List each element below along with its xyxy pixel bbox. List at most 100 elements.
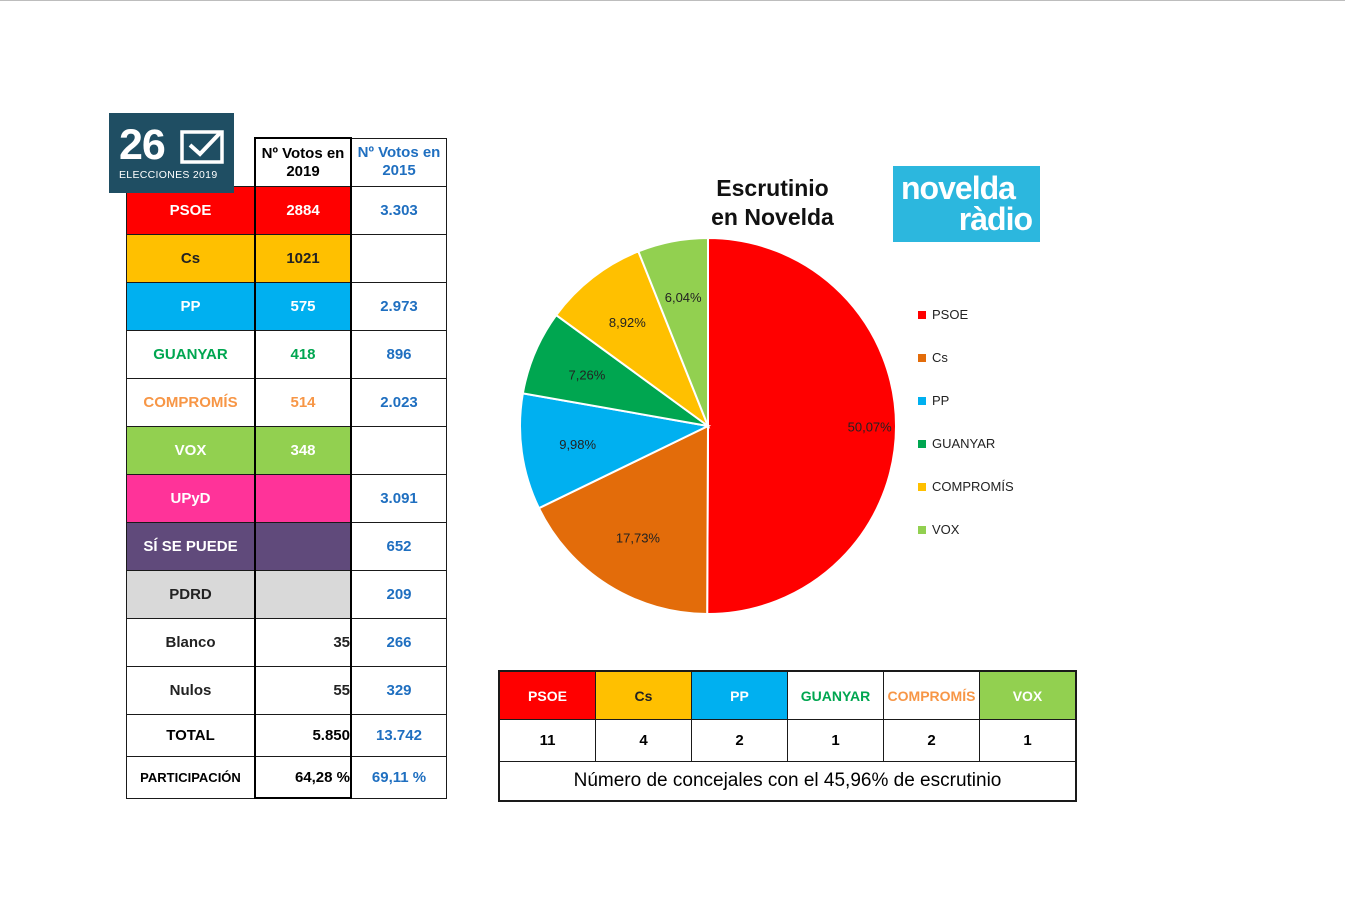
top-border-line: [0, 0, 1345, 1]
legend-swatch: [918, 440, 926, 448]
councillors-party-row: PSOE Cs PP GUANYAR COMPROMÍS VOX: [498, 670, 1077, 720]
legend-label: VOX: [932, 522, 960, 537]
party-name-cell: VOX: [126, 426, 256, 475]
votes-2015-cell: 2.973: [350, 282, 447, 331]
party-name-cell: UPyD: [126, 474, 256, 523]
councillors-party-cell: Cs: [595, 670, 692, 720]
pie-data-label: 17,73%: [616, 530, 661, 545]
total-row: TOTAL 5.850 13.742: [126, 714, 447, 757]
votes-2015-cell: 3.303: [350, 186, 447, 235]
councillors-party-cell: GUANYAR: [787, 670, 884, 720]
pie-data-label: 8,92%: [609, 315, 646, 330]
total-2019: 5.850: [254, 714, 352, 757]
pie-chart: 50,07% 17,73% 9,98% 7,26% 8,92% 6,04%: [519, 236, 898, 616]
participation-row: PARTICIPACIÓN 64,28 % 69,11 %: [126, 756, 447, 799]
legend-label: COMPROMÍS: [932, 479, 1014, 494]
councillors-seats-cell: 1: [787, 719, 884, 762]
results-row: Blanco 35 266: [126, 618, 447, 667]
party-name-cell: PDRD: [126, 570, 256, 619]
pie-data-label: 6,04%: [665, 290, 702, 305]
party-name-cell: PSOE: [126, 186, 256, 235]
chart-title: Escrutinio en Novelda: [690, 174, 855, 232]
results-row: SÍ SE PUEDE 652: [126, 522, 447, 571]
participation-2015: 69,11 %: [350, 756, 447, 799]
party-name-cell: Blanco: [126, 618, 256, 667]
councillors-seats-cell: 4: [595, 719, 692, 762]
participation-2019: 64,28 %: [254, 756, 352, 799]
legend-swatch: [918, 354, 926, 362]
pie-slice-cs: [537, 424, 710, 616]
party-name-cell: SÍ SE PUEDE: [126, 522, 256, 571]
councillors-party-cell: VOX: [979, 670, 1077, 720]
badge-label: ELECCIONES 2019: [119, 169, 218, 181]
results-row: Nulos 55 329: [126, 666, 447, 715]
votes-2019-cell: 2884: [254, 186, 352, 235]
party-name-cell: Cs: [126, 234, 256, 283]
legend-label: Cs: [932, 350, 948, 365]
chart-title-line1: Escrutinio: [716, 175, 829, 201]
pie-slice-vox: [637, 236, 709, 427]
pie-data-label: 50,07%: [848, 419, 893, 434]
councillors-party-cell: PSOE: [498, 670, 596, 720]
legend-label: PP: [932, 393, 950, 408]
votes-2015-cell: 3.091: [350, 474, 447, 523]
results-row: VOX 348: [126, 426, 447, 475]
ballot-check-icon: [180, 130, 224, 164]
header-votes-2019: Nº Votos en 2019: [254, 137, 352, 187]
logo-line2: ràdio: [958, 201, 1033, 237]
councillors-party-cell: COMPROMÍS: [883, 670, 980, 720]
legend-label: PSOE: [932, 307, 969, 322]
councillors-seats-cell: 2: [691, 719, 788, 762]
votes-2015-cell: 896: [350, 330, 447, 379]
pie-data-label: 7,26%: [568, 367, 605, 382]
results-row: PP 575 2.973: [126, 282, 447, 331]
votes-2015-cell: 2.023: [350, 378, 447, 427]
total-2015: 13.742: [350, 714, 447, 757]
badge-number: 26: [119, 121, 166, 169]
results-row: GUANYAR 418 896: [126, 330, 447, 379]
legend-swatch: [918, 526, 926, 534]
votes-2015-cell: 209: [350, 570, 447, 619]
councillors-seats-cell: 11: [498, 719, 596, 762]
results-row: COMPROMÍS 514 2.023: [126, 378, 447, 427]
legend-swatch: [918, 311, 926, 319]
party-name-cell: PP: [126, 282, 256, 331]
results-row: PSOE 2884 3.303: [126, 186, 447, 235]
councillors-seats-cell: 2: [883, 719, 980, 762]
results-header-row: Nº Votos en 2019 Nº Votos en 2015: [127, 137, 447, 187]
votes-2019-cell: 35: [254, 618, 352, 667]
pie-data-label: 9,98%: [559, 437, 596, 452]
councillors-note-row: Número de concejales con el 45,96% de es…: [498, 761, 1077, 802]
results-row: Cs 1021: [126, 234, 447, 283]
votes-2015-cell: [350, 426, 447, 475]
votes-2019-cell: 55: [254, 666, 352, 715]
legend-swatch: [918, 483, 926, 491]
votes-2019-cell: [254, 570, 352, 619]
votes-2019-cell: 418: [254, 330, 352, 379]
votes-2019-cell: [254, 474, 352, 523]
votes-2019-cell: 348: [254, 426, 352, 475]
councillors-party-cell: PP: [691, 670, 788, 720]
legend-label: GUANYAR: [932, 436, 996, 451]
pie-slice-pp: [519, 392, 712, 510]
legend-swatch: [918, 397, 926, 405]
chart-title-line2: en Novelda: [711, 204, 834, 230]
councillors-note: Número de concejales con el 45,96% de es…: [498, 761, 1077, 802]
votes-2015-cell: 329: [350, 666, 447, 715]
results-table: Nº Votos en 2019 Nº Votos en 2015 PSOE 28…: [126, 137, 447, 799]
councillors-seats-row: 11 4 2 1 2 1: [498, 719, 1077, 762]
votes-2015-cell: 266: [350, 618, 447, 667]
novelda-radio-logo: novelda ràdio: [893, 166, 1040, 242]
elections-badge: 26 ELECCIONES 2019: [109, 113, 234, 193]
header-votes-2015: Nº Votos en 2015: [350, 137, 447, 187]
party-name-cell: GUANYAR: [126, 330, 256, 379]
participation-label: PARTICIPACIÓN: [126, 756, 256, 799]
party-name-cell: Nulos: [126, 666, 256, 715]
results-row: UPyD 3.091: [126, 474, 447, 523]
pie-slice-comproms: [554, 250, 711, 429]
votes-2019-cell: [254, 522, 352, 571]
total-label: TOTAL: [126, 714, 256, 757]
councillors-seats-cell: 1: [979, 719, 1077, 762]
councillors-table: PSOE Cs PP GUANYAR COMPROMÍS VOX 11 4 2 1 2 1 Núme…: [498, 670, 1077, 802]
pie-slice-psoe: [706, 236, 898, 615]
